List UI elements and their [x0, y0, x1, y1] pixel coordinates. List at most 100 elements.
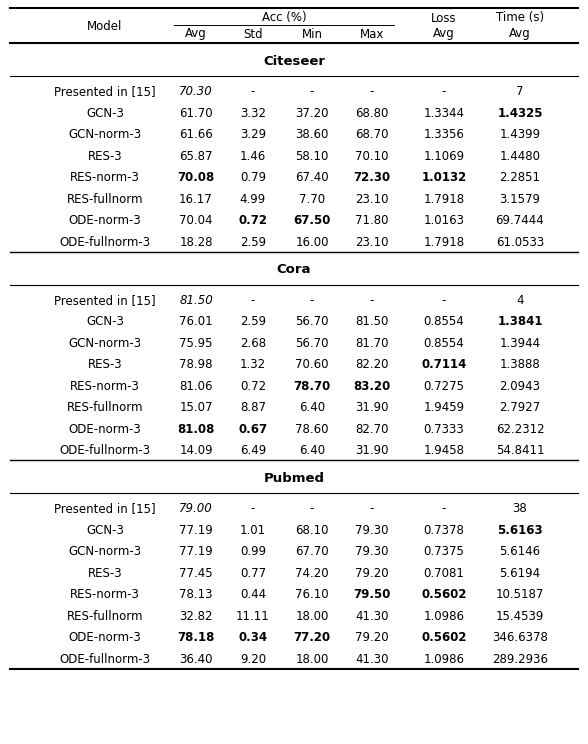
- Text: -: -: [370, 502, 374, 516]
- Text: Model: Model: [87, 19, 123, 33]
- Text: 79.50: 79.50: [353, 589, 390, 601]
- Text: -: -: [310, 502, 314, 516]
- Text: 16.17: 16.17: [179, 193, 213, 206]
- Text: -: -: [251, 294, 255, 307]
- Text: -: -: [310, 86, 314, 98]
- Text: 1.3841: 1.3841: [497, 315, 543, 328]
- Text: Min: Min: [302, 28, 322, 40]
- Text: 2.59: 2.59: [240, 236, 266, 248]
- Text: RES-fullnorm: RES-fullnorm: [67, 610, 143, 623]
- Text: Pubmed: Pubmed: [263, 472, 325, 485]
- Text: 61.0533: 61.0533: [496, 236, 544, 248]
- Text: Std: Std: [243, 28, 263, 40]
- Text: 3.1579: 3.1579: [499, 193, 540, 206]
- Text: ODE-norm-3: ODE-norm-3: [69, 632, 141, 644]
- Text: 289.2936: 289.2936: [492, 653, 548, 666]
- Text: 5.6163: 5.6163: [497, 524, 543, 537]
- Text: 1.1069: 1.1069: [423, 150, 465, 163]
- Text: 1.3888: 1.3888: [500, 359, 540, 371]
- Text: 15.4539: 15.4539: [496, 610, 544, 623]
- Text: 1.46: 1.46: [240, 150, 266, 163]
- Text: ODE-fullnorm-3: ODE-fullnorm-3: [59, 236, 151, 248]
- Text: 38: 38: [513, 502, 527, 516]
- Text: RES-3: RES-3: [88, 359, 122, 371]
- Text: 2.68: 2.68: [240, 337, 266, 350]
- Text: 70.30: 70.30: [179, 86, 213, 98]
- Text: 78.18: 78.18: [178, 632, 215, 644]
- Text: -: -: [442, 502, 446, 516]
- Text: 0.7114: 0.7114: [422, 359, 467, 371]
- Text: Loss: Loss: [431, 11, 457, 25]
- Text: 68.80: 68.80: [355, 107, 389, 120]
- Text: 82.20: 82.20: [355, 359, 389, 371]
- Text: ODE-fullnorm-3: ODE-fullnorm-3: [59, 444, 151, 458]
- Text: ODE-fullnorm-3: ODE-fullnorm-3: [59, 653, 151, 666]
- Text: 81.50: 81.50: [355, 315, 389, 328]
- Text: 2.0943: 2.0943: [499, 380, 540, 393]
- Text: GCN-3: GCN-3: [86, 524, 124, 537]
- Text: 78.98: 78.98: [179, 359, 213, 371]
- Text: 74.20: 74.20: [295, 567, 329, 580]
- Text: Max: Max: [360, 28, 384, 40]
- Text: 0.7081: 0.7081: [423, 567, 465, 580]
- Text: 0.77: 0.77: [240, 567, 266, 580]
- Text: 1.4480: 1.4480: [499, 150, 540, 163]
- Text: 5.6146: 5.6146: [499, 545, 540, 559]
- Text: 68.70: 68.70: [355, 128, 389, 141]
- Text: -: -: [251, 86, 255, 98]
- Text: 1.7918: 1.7918: [423, 236, 465, 248]
- Text: 0.34: 0.34: [239, 632, 268, 644]
- Text: 1.9459: 1.9459: [423, 401, 465, 414]
- Text: 5.6194: 5.6194: [499, 567, 540, 580]
- Text: 7: 7: [516, 86, 524, 98]
- Text: 15.07: 15.07: [179, 401, 213, 414]
- Text: 0.7275: 0.7275: [423, 380, 465, 393]
- Text: 62.2312: 62.2312: [496, 423, 544, 436]
- Text: 11.11: 11.11: [236, 610, 270, 623]
- Text: Avg: Avg: [185, 28, 207, 40]
- Text: 76.01: 76.01: [179, 315, 213, 328]
- Text: 68.10: 68.10: [295, 524, 329, 537]
- Text: 70.04: 70.04: [179, 214, 213, 228]
- Text: 31.90: 31.90: [355, 401, 389, 414]
- Text: 1.3944: 1.3944: [499, 337, 540, 350]
- Text: -: -: [310, 294, 314, 307]
- Text: GCN-3: GCN-3: [86, 107, 124, 120]
- Text: 79.30: 79.30: [355, 524, 389, 537]
- Text: 7.70: 7.70: [299, 193, 325, 206]
- Text: ODE-norm-3: ODE-norm-3: [69, 214, 141, 228]
- Text: 1.0163: 1.0163: [423, 214, 465, 228]
- Text: 23.10: 23.10: [355, 236, 389, 248]
- Text: 31.90: 31.90: [355, 444, 389, 458]
- Text: 6.40: 6.40: [299, 444, 325, 458]
- Text: Presented in [15]: Presented in [15]: [54, 294, 156, 307]
- Text: 81.08: 81.08: [178, 423, 215, 436]
- Text: 38.60: 38.60: [295, 128, 329, 141]
- Text: -: -: [251, 502, 255, 516]
- Text: RES-norm-3: RES-norm-3: [70, 589, 140, 601]
- Text: 81.06: 81.06: [179, 380, 213, 393]
- Text: Citeseer: Citeseer: [263, 55, 325, 68]
- Text: GCN-3: GCN-3: [86, 315, 124, 328]
- Text: RES-3: RES-3: [88, 150, 122, 163]
- Text: 1.3356: 1.3356: [423, 128, 465, 141]
- Text: -: -: [370, 86, 374, 98]
- Text: 67.70: 67.70: [295, 545, 329, 559]
- Text: 56.70: 56.70: [295, 315, 329, 328]
- Text: 10.5187: 10.5187: [496, 589, 544, 601]
- Text: 78.70: 78.70: [293, 380, 330, 393]
- Text: 58.10: 58.10: [295, 150, 329, 163]
- Text: 6.49: 6.49: [240, 444, 266, 458]
- Text: 0.5602: 0.5602: [421, 589, 467, 601]
- Text: 37.20: 37.20: [295, 107, 329, 120]
- Text: 18.28: 18.28: [179, 236, 213, 248]
- Text: 79.00: 79.00: [179, 502, 213, 516]
- Text: 81.50: 81.50: [179, 294, 213, 307]
- Text: 4.99: 4.99: [240, 193, 266, 206]
- Text: 0.72: 0.72: [240, 380, 266, 393]
- Text: 1.32: 1.32: [240, 359, 266, 371]
- Text: 70.60: 70.60: [295, 359, 329, 371]
- Text: 1.0132: 1.0132: [422, 171, 467, 185]
- Text: GCN-norm-3: GCN-norm-3: [68, 128, 142, 141]
- Text: 61.70: 61.70: [179, 107, 213, 120]
